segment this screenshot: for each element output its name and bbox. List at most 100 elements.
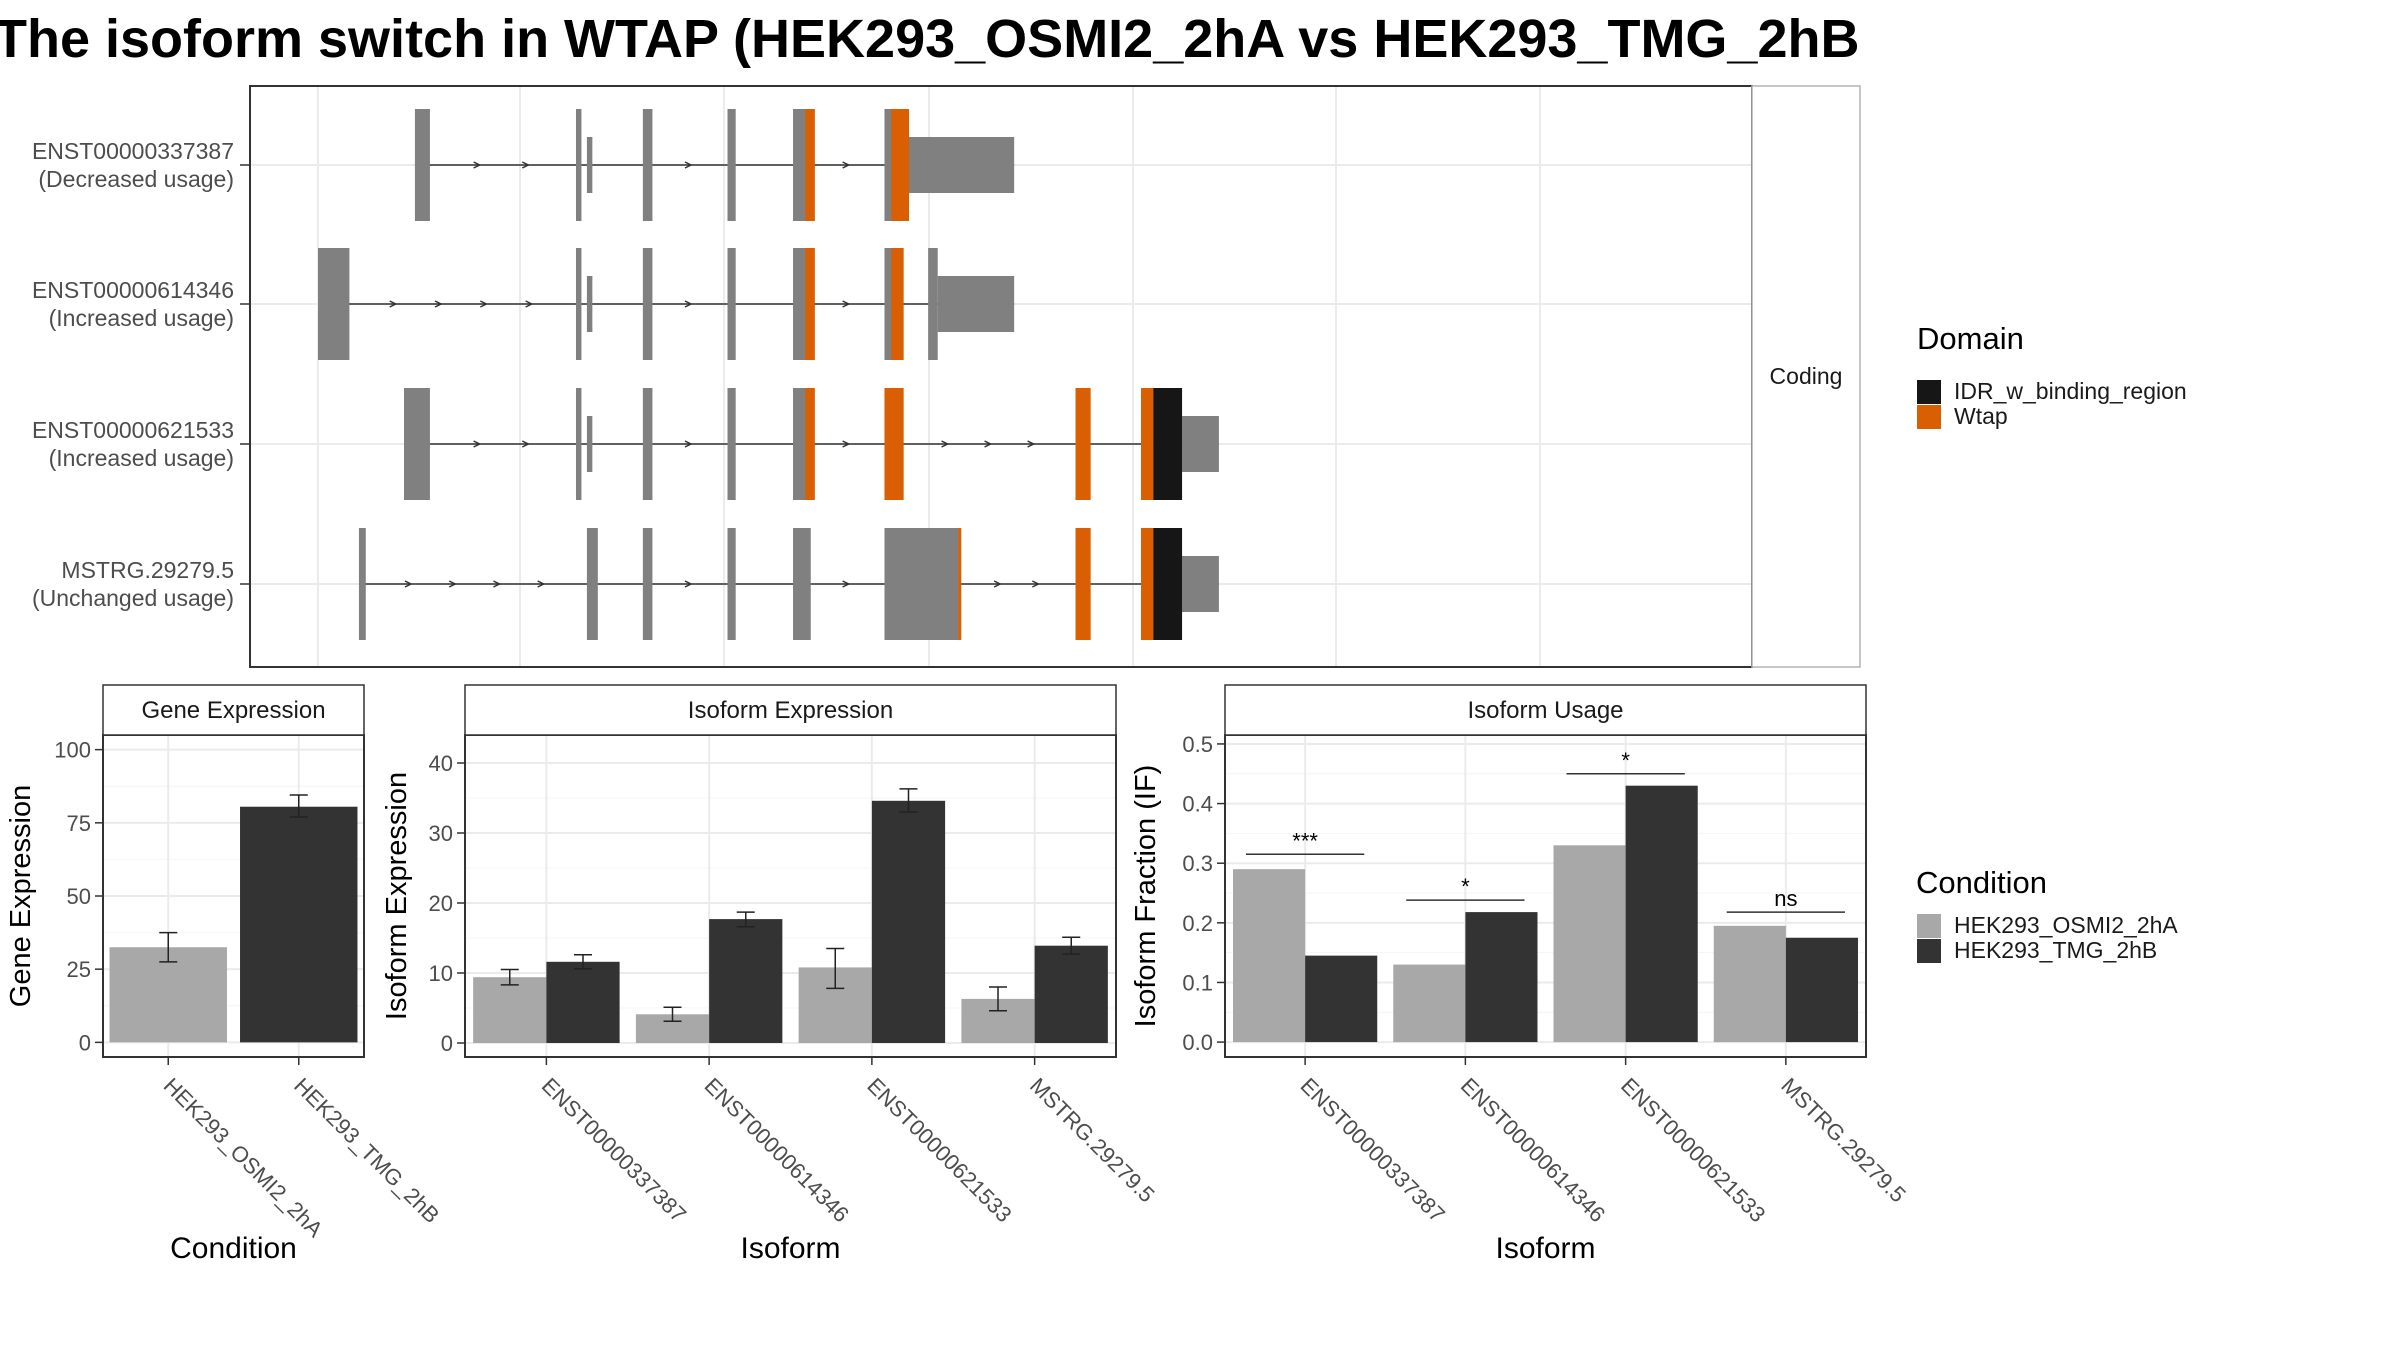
- intron-direction-arrow: [434, 300, 443, 308]
- legend-label-idr: IDR_w_binding_region: [1954, 378, 2187, 404]
- wtap-domain-block: [891, 109, 910, 221]
- legend-key-tmg: [1917, 939, 1941, 963]
- intron-direction-arrow: [537, 580, 546, 588]
- utr-block: [586, 137, 593, 193]
- intron-direction-arrow: [473, 440, 482, 448]
- wtap-domain-block: [1075, 388, 1091, 500]
- y-tick-label: 0.2: [1182, 911, 1213, 936]
- isoform-expression-panel: Isoform Expression 0 10 20 30 40 ENST000003373…: [381, 684, 1159, 1265]
- isoform-usage-label: (Decreased usage): [38, 166, 234, 192]
- condition-legend-title: Condition: [1916, 865, 2047, 900]
- y-tick-label: 75: [67, 811, 91, 836]
- exon-block: [318, 248, 350, 360]
- x-tick-label: ENST00000614346: [700, 1073, 854, 1227]
- exon-block: [642, 248, 653, 360]
- panel-strip: [1224, 684, 1867, 736]
- y-axis-title: Isoform Fraction (IF): [1130, 765, 1162, 1028]
- x-tick-label: ENST00000621533: [1616, 1073, 1770, 1227]
- panel-strip: [464, 684, 1117, 736]
- x-tick-label: ENST00000614346: [1456, 1073, 1610, 1227]
- y-tick-label: 20: [429, 891, 453, 916]
- domain-legend: Domain IDR_w_binding_region Wtap: [1917, 321, 2187, 429]
- y-tick-label: 0.4: [1182, 792, 1213, 817]
- exon-block: [575, 388, 582, 500]
- y-tick-label: 40: [429, 751, 453, 776]
- bar: [546, 961, 620, 1043]
- exon-block: [642, 528, 653, 640]
- intron-direction-arrow: [480, 300, 489, 308]
- utr-block: [903, 137, 1015, 193]
- exon-block: [928, 248, 938, 360]
- wtap-domain-block: [891, 248, 904, 360]
- y-tick-label: 0.1: [1182, 970, 1213, 995]
- x-tick-label: HEK293_TMG_2hB: [289, 1073, 444, 1228]
- utr-block: [1182, 556, 1219, 612]
- significance-label: ns: [1774, 886, 1797, 911]
- intron-direction-arrow: [684, 161, 693, 169]
- intron-direction-arrow: [842, 580, 851, 588]
- domain-legend-title: Domain: [1917, 321, 2024, 356]
- exon-block: [727, 388, 736, 500]
- title-text: The isoform switch in WTAP (HEK293_OSMI2…: [0, 9, 1859, 69]
- intron-direction-arrow: [842, 300, 851, 308]
- isoform-usage-label: (Increased usage): [49, 445, 234, 471]
- utr-block: [586, 416, 593, 472]
- intron-direction-arrow: [842, 440, 851, 448]
- bar: [240, 806, 358, 1043]
- wtap-domain-block: [805, 248, 815, 360]
- significance-label: *: [1461, 874, 1470, 899]
- isoform-label: ENST00000621533: [32, 417, 234, 443]
- exon-block: [403, 388, 430, 500]
- intron-direction-arrow: [684, 440, 693, 448]
- x-tick-label: ENST00000337387: [537, 1073, 691, 1227]
- bar: [1785, 937, 1858, 1043]
- exon-block: [414, 109, 430, 221]
- legend-label-tmg: HEK293_TMG_2hB: [1954, 937, 2157, 963]
- wtap-domain-block: [884, 388, 904, 500]
- exon-block: [358, 528, 366, 640]
- y-tick-label: 0.0: [1182, 1030, 1213, 1055]
- intron-direction-arrow: [521, 440, 530, 448]
- condition-legend: Condition HEK293_OSMI2_2hA HEK293_TMG_2h…: [1916, 865, 2178, 963]
- panel-title: Isoform Usage: [1467, 697, 1623, 724]
- intron-direction-arrow: [404, 580, 413, 588]
- intron-direction-arrow: [525, 300, 534, 308]
- exon-block: [575, 109, 582, 221]
- wtap-domain-block: [1141, 528, 1154, 640]
- panel-strip: [102, 684, 365, 736]
- significance-label: *: [1621, 748, 1630, 773]
- wtap-domain-block: [1075, 528, 1091, 640]
- y-tick-label: 0: [79, 1030, 91, 1055]
- y-axis-title: Isoform Expression: [381, 772, 413, 1020]
- exon-block: [575, 248, 582, 360]
- facet-strip: [1751, 85, 1861, 668]
- intron-direction-arrow: [1032, 580, 1041, 588]
- bar: [109, 947, 227, 1043]
- panel-title: Isoform Expression: [688, 697, 893, 724]
- y-tick-label: 50: [67, 884, 91, 909]
- bar: [1393, 964, 1466, 1043]
- intron-direction-arrow: [448, 580, 457, 588]
- bar: [1625, 785, 1698, 1043]
- intron-direction-arrow: [941, 440, 950, 448]
- intron-direction-arrow: [993, 580, 1002, 588]
- bar: [1034, 945, 1108, 1043]
- bar: [1233, 869, 1306, 1043]
- utr-block: [586, 276, 593, 332]
- utr-block: [937, 276, 1015, 332]
- intron-direction-arrow: [684, 300, 693, 308]
- wtap-domain-block: [805, 388, 815, 500]
- legend-key-idr: [1917, 380, 1941, 404]
- isoform-label: MSTRG.29279.5: [61, 557, 234, 583]
- y-tick-label: 30: [429, 821, 453, 846]
- intron-direction-arrow: [521, 161, 530, 169]
- exon-block: [793, 528, 811, 640]
- intron-direction-arrow: [389, 300, 398, 308]
- utr-block: [1182, 416, 1219, 472]
- y-axis-title: Gene Expression: [5, 785, 37, 1007]
- intron-direction-arrow: [473, 161, 482, 169]
- exon-block: [642, 109, 653, 221]
- y-tick-label: 25: [67, 957, 91, 982]
- exon-block: [727, 109, 736, 221]
- wtap-domain-block: [805, 109, 815, 221]
